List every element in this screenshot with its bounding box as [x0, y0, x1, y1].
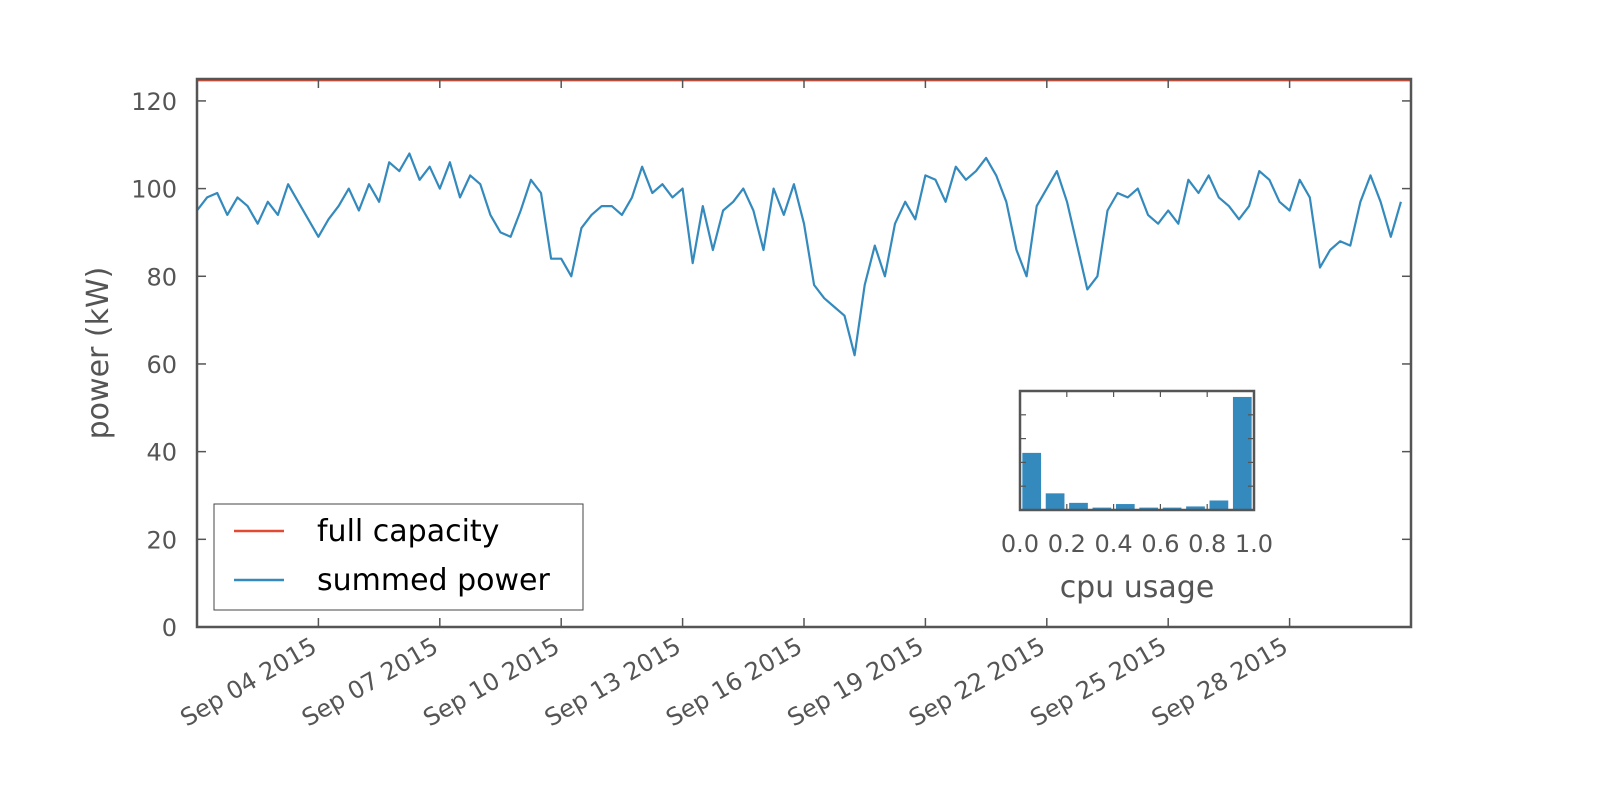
inset-x-tick-label: 1.0 [1235, 530, 1273, 558]
histogram-bar [1209, 500, 1229, 510]
x-tick-label: Sep 10 2015 [418, 632, 564, 732]
inset-area [1020, 391, 1254, 510]
legend-entry: full capacity [317, 514, 499, 549]
histogram-bar [1232, 396, 1252, 510]
inset-x-tick-label: 0.6 [1141, 530, 1179, 558]
histogram-bar [1022, 452, 1042, 510]
legend: full capacity summed power [213, 503, 584, 611]
y-tick-label: 20 [146, 526, 177, 554]
legend-entry: summed power [317, 563, 551, 598]
legend-box [213, 503, 584, 611]
y-tick-label: 0 [162, 614, 177, 642]
x-tick-label: Sep 25 2015 [1025, 632, 1171, 732]
histogram-bar [1045, 493, 1065, 510]
y-tick-label: 60 [146, 351, 177, 379]
inset-x-tick-label: 0.4 [1095, 530, 1133, 558]
x-tick-label: Sep 13 2015 [540, 632, 686, 732]
inset-x-tick-label: 0.8 [1188, 530, 1226, 558]
inset-x-tick-label: 0.2 [1048, 530, 1086, 558]
histogram-bar [1186, 506, 1205, 510]
x-tick-label: Sep 16 2015 [661, 632, 807, 732]
histogram-bar [1115, 504, 1135, 510]
x-tick-label: Sep 07 2015 [297, 632, 443, 732]
x-tick-label: Sep 22 2015 [904, 632, 1050, 732]
y-tick-label: 80 [146, 263, 177, 291]
y-tick-label: 120 [131, 88, 177, 116]
x-tick-label: Sep 19 2015 [783, 632, 929, 732]
y-tick-label: 40 [146, 439, 177, 467]
inset-x-axis-label: cpu usage [1060, 570, 1215, 605]
plot-frame [195, 77, 1413, 629]
y-axis-label: power (kW) [81, 267, 116, 440]
series-line-summed-power [196, 152, 1402, 357]
y-tick-label: 100 [131, 176, 177, 204]
x-tick-label: Sep 28 2015 [1147, 632, 1293, 732]
inset-x-tick-label: 0.0 [1001, 530, 1039, 558]
cpu-usage-histogram: 0.0 0.2 0.4 0.6 0.8 1.0 cpu usage [1001, 389, 1273, 605]
x-tick-label: Sep 04 2015 [176, 632, 322, 732]
inset-frame [1018, 389, 1256, 512]
histogram-bar [1069, 502, 1088, 510]
